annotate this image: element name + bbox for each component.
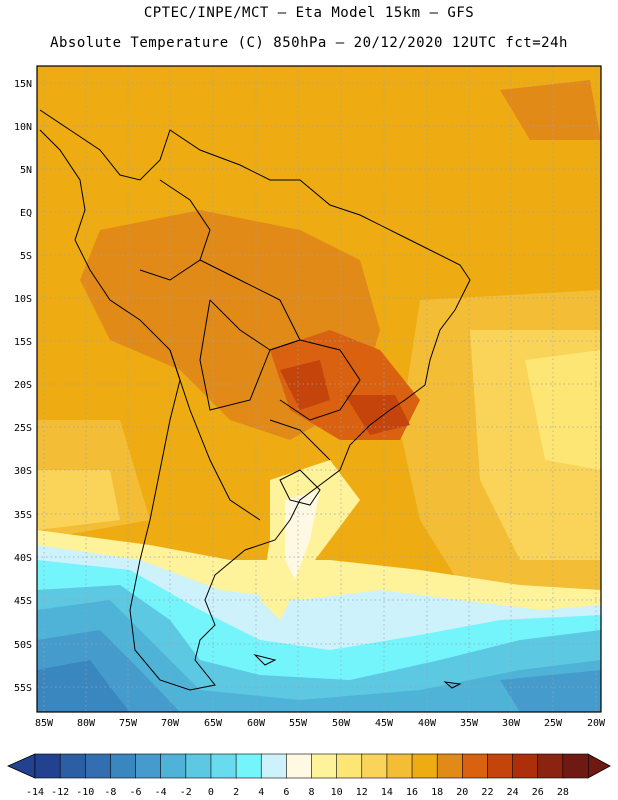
lat-label: 35S (14, 510, 32, 521)
colorbar-swatch (260, 753, 287, 779)
colorbar-label: -12 (51, 787, 69, 798)
lat-label: 55S (14, 683, 32, 694)
colorbar-label: 6 (283, 787, 289, 798)
lon-label: 85W (35, 718, 54, 729)
lon-label: 20W (587, 718, 606, 729)
colorbar-label: -6 (130, 787, 142, 798)
colorbar-swatch (235, 753, 262, 779)
lat-label: 5N (20, 165, 32, 176)
lon-label: 75W (119, 718, 138, 729)
lat-label: 25S (14, 423, 32, 434)
temperature-field (37, 66, 601, 712)
colorbar-label: -14 (26, 787, 44, 798)
colorbar-swatch (185, 753, 212, 779)
colorbar-swatch (411, 753, 438, 779)
lon-label: 55W (289, 718, 308, 729)
lat-label: 5S (20, 251, 32, 262)
lat-label: 15N (14, 79, 32, 90)
colorbar-label: 24 (507, 787, 519, 798)
lat-label: 50S (14, 640, 32, 651)
colorbar-swatch (210, 753, 237, 779)
colorbar-label: 8 (308, 787, 314, 798)
lat-label: 10N (14, 122, 32, 133)
colorbar-swatch (336, 753, 363, 779)
latitude-labels: 15N 10N 5N EQ 5S 10S 15S 20S 25S 30S 35S… (14, 79, 32, 694)
colorbar-label: 2 (233, 787, 239, 798)
colorbar-swatch (361, 753, 388, 779)
lat-label: 20S (14, 380, 32, 391)
colorbar-swatch (487, 753, 514, 779)
map-frame (36, 65, 602, 713)
colorbar-left-arrow (7, 753, 36, 779)
colorbar-label: 14 (381, 787, 393, 798)
lat-label: 10S (14, 294, 32, 305)
colorbar-label: 18 (431, 787, 443, 798)
colorbar-swatch (537, 753, 564, 779)
lon-label: 40W (418, 718, 437, 729)
colorbar-swatch (436, 753, 463, 779)
longitude-labels: 85W 80W 75W 70W 65W 60W 55W 50W 45W 40W … (35, 718, 606, 729)
colorbar-label: 20 (456, 787, 468, 798)
colorbar-swatch (386, 753, 413, 779)
lat-label: EQ (20, 208, 32, 219)
colorbar-label: 12 (356, 787, 368, 798)
colorbar-label: -2 (180, 787, 192, 798)
coastlines (39, 109, 471, 691)
colorbar-label: 16 (406, 787, 418, 798)
lon-label: 45W (375, 718, 394, 729)
chart-title-line2: Absolute Temperature (C) 850hPa – 20/12/… (50, 35, 568, 51)
colorbar-swatch (135, 753, 162, 779)
colorbar-swatch (462, 753, 489, 779)
colorbar-swatch (84, 753, 112, 779)
lon-label: 80W (77, 718, 96, 729)
colorbar-swatch (512, 753, 539, 779)
chart-title-line1: CPTEC/INPE/MCT – Eta Model 15km – GFS (143, 5, 475, 21)
lon-label: 25W (544, 718, 563, 729)
colorbar: -14 -12 -10 -8 -6 -4 -2 0 2 4 6 8 10 12 14 16 18 20 22 24 26… (7, 753, 611, 798)
lon-label: 65W (204, 718, 223, 729)
colorbar-swatch (160, 753, 187, 779)
colorbar-swatch (562, 753, 589, 779)
lat-label: 30S (14, 466, 32, 477)
colorbar-label: 26 (532, 787, 544, 798)
lon-label: 50W (332, 718, 351, 729)
colorbar-label: 4 (258, 787, 264, 798)
lon-label: 60W (247, 718, 266, 729)
colorbar-label: 0 (208, 787, 214, 798)
lon-label: 30W (502, 718, 521, 729)
colorbar-label: 22 (481, 787, 493, 798)
colorbar-label: 28 (557, 787, 569, 798)
colorbar-swatch (311, 753, 338, 779)
lat-label: 40S (14, 553, 32, 564)
colorbar-label: 10 (331, 787, 343, 798)
lat-label: 15S (14, 337, 32, 348)
colorbar-label: -4 (155, 787, 167, 798)
colorbar-right-arrow (587, 753, 611, 779)
lat-label: 45S (14, 596, 32, 607)
lon-label: 70W (161, 718, 180, 729)
colorbar-swatch (34, 753, 61, 779)
colorbar-label: -8 (104, 787, 116, 798)
colorbar-swatch (110, 753, 137, 779)
colorbar-label: -10 (76, 787, 94, 798)
colorbar-swatch (286, 753, 313, 779)
lon-label: 35W (460, 718, 479, 729)
colorbar-swatch (59, 753, 86, 779)
